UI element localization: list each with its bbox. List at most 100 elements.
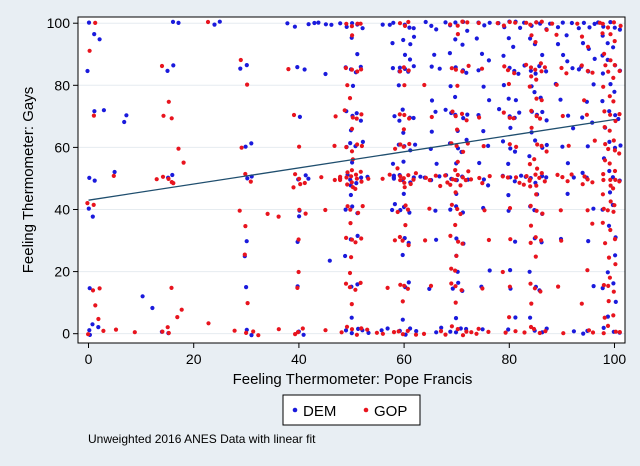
point-dem-93 <box>350 204 355 209</box>
point-gop-369 <box>600 21 605 26</box>
point-dem-396 <box>613 253 618 258</box>
point-gop-416 <box>603 241 608 246</box>
point-dem-335 <box>558 97 563 102</box>
point-gop-271 <box>507 206 513 211</box>
point-gop-346 <box>559 238 564 243</box>
point-gop-131 <box>380 176 385 181</box>
point-dem-114 <box>397 118 402 123</box>
point-dem-285 <box>528 36 533 41</box>
point-dem-326 <box>564 33 569 38</box>
point-dem-111 <box>390 66 395 71</box>
point-gop-302 <box>544 149 549 154</box>
point-gop-362 <box>585 208 590 213</box>
point-gop-106 <box>353 186 358 191</box>
point-gop-393 <box>603 142 608 147</box>
point-gop-0 <box>87 48 92 53</box>
point-gop-408 <box>608 199 613 204</box>
point-gop-379 <box>617 68 622 74</box>
point-dem-6 <box>92 178 97 183</box>
point-gop-405 <box>608 183 613 188</box>
point-dem-31 <box>244 63 249 68</box>
point-dem-101 <box>343 328 349 333</box>
point-dem-238 <box>486 143 491 148</box>
point-gop-128 <box>339 330 344 335</box>
point-dem-253 <box>501 53 506 58</box>
point-gop-163 <box>395 209 400 215</box>
point-dem-324 <box>555 25 561 30</box>
point-gop-187 <box>438 329 444 334</box>
point-dem-397 <box>605 270 610 275</box>
point-gop-36 <box>239 145 244 150</box>
point-gop-61 <box>295 285 300 290</box>
point-dem-361 <box>591 284 596 289</box>
point-gop-234 <box>453 300 458 305</box>
point-dem-32 <box>243 144 248 149</box>
point-gop-224 <box>453 222 458 228</box>
point-gop-292 <box>538 61 544 66</box>
point-dem-346 <box>592 21 597 26</box>
point-gop-11 <box>111 173 116 178</box>
point-gop-331 <box>537 330 542 336</box>
point-gop-312 <box>539 171 544 176</box>
point-gop-423 <box>606 299 611 304</box>
point-gop-327 <box>538 289 543 294</box>
y-tick-label-0: 0 <box>62 326 70 342</box>
point-dem-129 <box>397 65 402 70</box>
point-dem-371 <box>611 45 616 50</box>
point-dem-66 <box>360 26 365 31</box>
point-gop-215 <box>453 177 458 183</box>
point-gop-274 <box>507 284 512 289</box>
point-gop-361 <box>580 182 585 187</box>
point-dem-233 <box>476 68 481 73</box>
point-dem-279 <box>506 327 511 332</box>
point-dem-360 <box>586 239 591 244</box>
point-gop-46 <box>265 211 270 216</box>
point-gop-269 <box>513 175 519 180</box>
point-gop-98 <box>366 176 371 181</box>
point-gop-357 <box>592 138 597 143</box>
point-dem-47 <box>303 173 308 178</box>
point-gop-80 <box>359 67 364 72</box>
point-gop-188 <box>448 22 453 27</box>
point-dem-68 <box>355 52 360 57</box>
point-gop-314 <box>535 166 540 171</box>
point-dem-194 <box>453 94 458 100</box>
point-dem-56 <box>312 20 317 26</box>
point-gop-127 <box>359 326 364 331</box>
point-dem-275 <box>513 239 518 244</box>
point-gop-202 <box>455 127 460 132</box>
point-gop-424 <box>611 313 616 318</box>
point-gop-221 <box>449 202 454 207</box>
plot-frame <box>77 16 626 344</box>
point-gop-141 <box>406 68 411 73</box>
point-gop-28 <box>169 285 174 290</box>
point-gop-389 <box>617 112 622 117</box>
point-gop-425 <box>602 315 607 320</box>
point-gop-422 <box>611 289 616 294</box>
point-gop-70 <box>332 177 337 183</box>
point-dem-123 <box>411 26 416 31</box>
point-gop-74 <box>355 21 360 26</box>
point-gop-35 <box>245 82 250 87</box>
point-gop-14 <box>159 63 165 69</box>
point-gop-24 <box>165 325 170 330</box>
point-gop-210 <box>455 172 460 178</box>
point-gop-428 <box>617 330 622 335</box>
point-gop-154 <box>411 177 416 182</box>
point-dem-44 <box>302 67 307 72</box>
point-gop-261 <box>506 81 511 87</box>
point-dem-198 <box>461 116 466 121</box>
x-tick-label-40: 40 <box>291 351 307 367</box>
point-gop-219 <box>453 168 458 173</box>
point-gop-240 <box>469 330 474 335</box>
point-dem-60 <box>323 71 328 77</box>
point-dem-250 <box>518 25 523 30</box>
point-gop-21 <box>154 177 159 182</box>
point-dem-219 <box>450 286 455 291</box>
point-gop-401 <box>608 177 613 182</box>
point-dem-88 <box>359 175 364 180</box>
point-gop-139 <box>406 19 411 25</box>
point-gop-255 <box>501 23 506 28</box>
point-dem-258 <box>506 96 511 101</box>
